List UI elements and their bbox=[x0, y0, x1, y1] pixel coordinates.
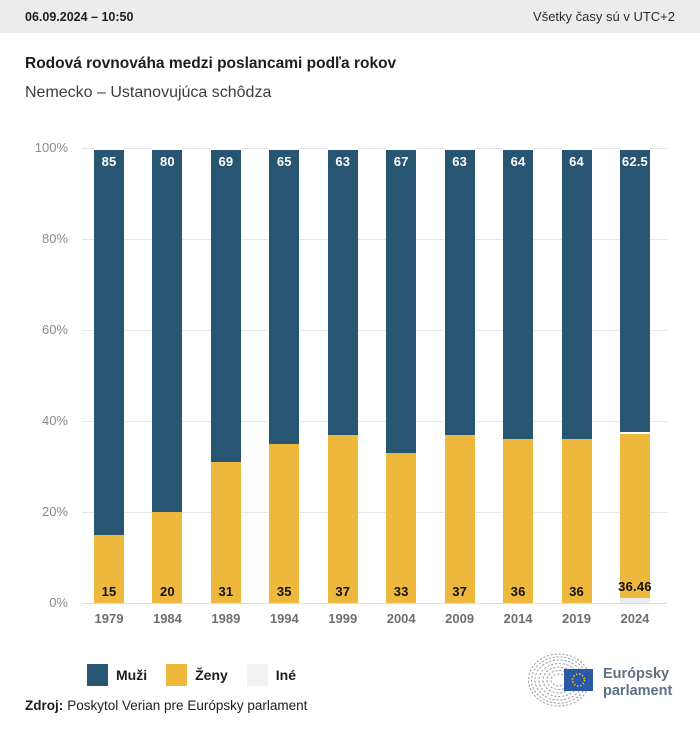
bar-value-label-muzi: 80 bbox=[160, 154, 175, 169]
ep-hemicycle-flag-icon bbox=[528, 653, 593, 707]
logo-text-line1: Európsky bbox=[603, 666, 670, 682]
bar-value-label-muzi: 67 bbox=[393, 154, 409, 169]
bar-value-label-zeny: 15 bbox=[101, 584, 117, 599]
topbar: 06.09.2024 – 10:50 Všetky časy sú v UTC+… bbox=[0, 0, 700, 33]
bar-segment-muzi bbox=[269, 148, 300, 444]
bar-segment-zeny bbox=[210, 461, 241, 603]
logo-text: Európsky parlament bbox=[603, 666, 672, 700]
source-text: Poskytol Verian pre Európsky parlament bbox=[67, 698, 308, 713]
gridline bbox=[82, 329, 667, 331]
bar-segment-muzi bbox=[503, 148, 534, 440]
gridline bbox=[82, 420, 667, 422]
bar-value-label-zeny: 36 bbox=[569, 584, 584, 599]
x-axis-tick-label: 2004 bbox=[386, 611, 416, 626]
gridline bbox=[82, 511, 667, 513]
bar-segment-zeny bbox=[561, 439, 592, 603]
bar-value-label-zeny: 31 bbox=[218, 584, 234, 599]
legend-item-zeny: Ženy bbox=[166, 664, 228, 686]
bar-segment-zeny bbox=[503, 439, 534, 603]
x-axis-tick-label: 2024 bbox=[620, 611, 650, 626]
x-axis-tick-label: 1979 bbox=[94, 611, 124, 626]
bar-segment-zeny bbox=[327, 434, 358, 603]
eu-stars-icon bbox=[571, 673, 586, 687]
bar-value-label-muzi: 69 bbox=[218, 154, 234, 169]
source-label: Zdroj: bbox=[25, 698, 64, 713]
x-axis-tick-label: 1984 bbox=[152, 611, 182, 626]
bar-value-label-muzi: 63 bbox=[335, 154, 351, 169]
gridline bbox=[82, 238, 667, 240]
bar-value-label-zeny: 37 bbox=[452, 584, 468, 599]
x-axis-tick-label: 2014 bbox=[503, 611, 533, 626]
bar-segment-ine bbox=[619, 598, 650, 603]
legend-swatch bbox=[246, 664, 268, 686]
bar-segment-muzi bbox=[561, 148, 592, 440]
legend-swatch bbox=[166, 664, 188, 686]
logo-text-line2: parlament bbox=[603, 683, 673, 699]
bar-value-label-zeny: 36 bbox=[510, 584, 526, 599]
bar-value-label-zeny: 37 bbox=[335, 584, 351, 599]
bar-value-label-muzi: 63 bbox=[452, 154, 468, 169]
y-axis-tick-label: 80% bbox=[41, 231, 68, 246]
bar-value-label-zeny: 33 bbox=[393, 584, 409, 599]
bar-segment-zeny bbox=[94, 534, 124, 603]
bar-segment-muzi bbox=[619, 148, 650, 433]
x-axis-tick-label: 1999 bbox=[328, 611, 358, 626]
bar-value-label-muzi: 65 bbox=[276, 154, 292, 169]
bar-value-label-muzi: 64 bbox=[510, 154, 526, 169]
bar-value-label-muzi: 62.5 bbox=[621, 154, 648, 169]
bar-segment-muzi bbox=[386, 148, 417, 453]
gridline bbox=[82, 602, 667, 604]
y-axis-tick-label: 20% bbox=[41, 504, 68, 519]
page-subtitle: Nemecko – Ustanovujúca schôdza bbox=[25, 84, 272, 101]
bar-value-label-zeny: 36.46 bbox=[618, 579, 652, 595]
bar-value-label-zeny: 20 bbox=[160, 584, 175, 599]
legend-label: Ženy bbox=[195, 667, 228, 683]
y-axis-tick-label: 0% bbox=[49, 595, 68, 610]
legend-label: Muži bbox=[116, 667, 148, 683]
x-axis-tick-label: 2009 bbox=[445, 611, 475, 626]
bar-segment-zeny bbox=[269, 443, 300, 603]
y-axis-tick-label: 40% bbox=[41, 413, 68, 428]
legend-item-ine: Iné bbox=[246, 664, 297, 686]
bar-segment-muzi bbox=[444, 148, 475, 435]
timestamp: 06.09.2024 – 10:50 bbox=[25, 9, 134, 24]
bar-segment-muzi bbox=[327, 148, 358, 435]
legend-item-muzi: Muži bbox=[87, 664, 147, 686]
y-axis-tick-label: 60% bbox=[41, 322, 68, 337]
bar-segment-muzi bbox=[94, 148, 124, 535]
gridline bbox=[82, 147, 667, 149]
bar-segment-zeny bbox=[619, 432, 650, 599]
bar-value-label-zeny: 35 bbox=[276, 584, 292, 599]
source-line: Zdroj: Poskytol Verian pre Európsky parla… bbox=[25, 698, 307, 713]
timezone-note: Všetky časy sú v UTC+2 bbox=[533, 9, 675, 24]
x-axis-tick-label: 2019 bbox=[562, 611, 591, 626]
eu-flag-icon bbox=[564, 669, 593, 691]
legend-label: Iné bbox=[275, 667, 297, 683]
page-title: Rodová rovnováha medzi poslancami podľa … bbox=[25, 55, 397, 72]
bar-segment-zeny bbox=[444, 434, 475, 603]
european-parliament-logo: Európsky parlament bbox=[528, 652, 672, 708]
bar-value-label-muzi: 85 bbox=[101, 154, 117, 169]
bar-segment-zeny bbox=[152, 512, 183, 603]
bar-segment-muzi bbox=[152, 148, 183, 512]
legend-swatch bbox=[87, 664, 108, 686]
bar-value-label-muzi: 64 bbox=[569, 154, 584, 169]
bar-segment-zeny bbox=[386, 452, 417, 603]
chart-legend: Muži Ženy Iné bbox=[87, 664, 315, 686]
x-axis-tick-label: 1989 bbox=[211, 611, 241, 626]
bar-segment-muzi bbox=[210, 148, 241, 462]
x-axis-tick-label: 1994 bbox=[269, 611, 299, 626]
y-axis-tick-label: 100% bbox=[34, 140, 68, 155]
